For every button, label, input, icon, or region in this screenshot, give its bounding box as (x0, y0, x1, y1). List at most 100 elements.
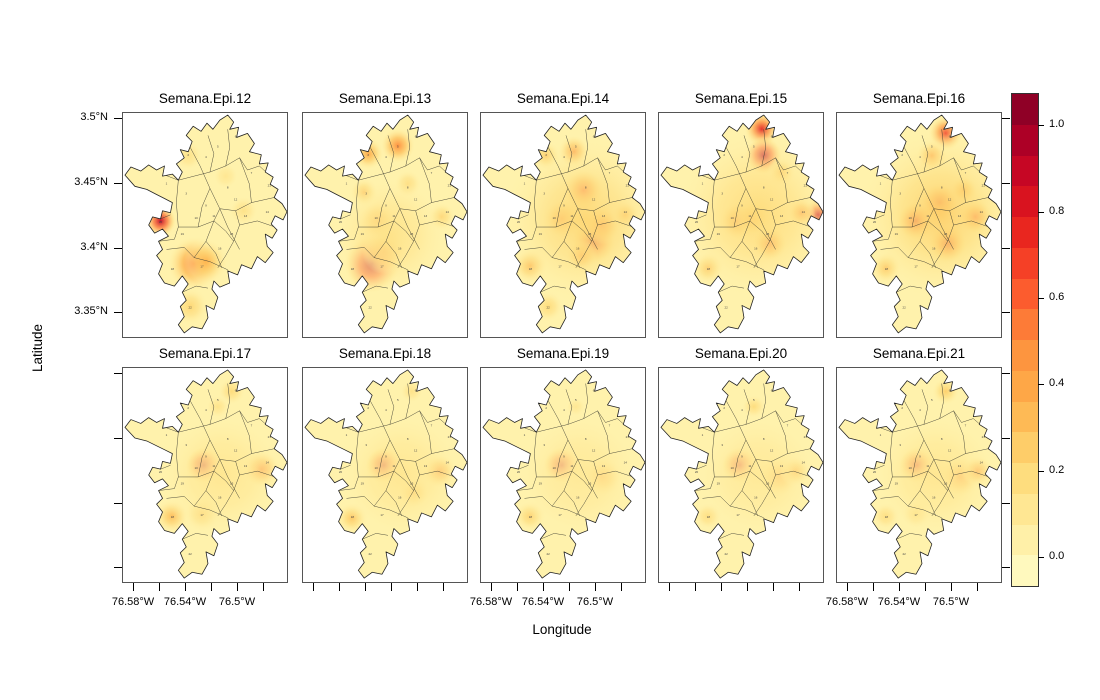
panel-title: Semana.Epi.21 (872, 346, 966, 361)
colorbar-cell (1012, 340, 1038, 371)
comuna-number: 15 (230, 482, 234, 486)
comuna-number: 16 (398, 495, 402, 499)
comuna-number: 13 (780, 214, 784, 218)
colorbar-tick-label: 0.0 (1049, 549, 1065, 562)
comuna-number: 11 (212, 464, 215, 468)
comuna-number: 15 (766, 482, 770, 486)
comuna-number: 14 (802, 210, 806, 214)
comuna-number: 6 (415, 134, 417, 138)
comuna-number: 4 (741, 155, 743, 159)
colorbar-cell (1012, 309, 1038, 340)
panel-title: Semana.Epi.14 (516, 91, 610, 106)
comuna-number: 8 (585, 437, 587, 441)
panel-title: Semana.Epi.20 (694, 346, 788, 361)
comuna-number: 14 (446, 210, 450, 214)
x-axis-tick (263, 583, 264, 591)
y-axis-title: Latitude (30, 323, 45, 373)
panel-title: Semana.Epi.13 (338, 91, 432, 106)
comuna-number: 3 (365, 191, 367, 195)
colorbar-cell (1012, 370, 1038, 402)
comuna-number: 19 (717, 482, 721, 486)
y-axis-tick (114, 567, 122, 568)
colorbar-cell (1012, 94, 1038, 125)
city-outline (660, 369, 823, 579)
comuna-number: 19 (895, 482, 899, 486)
comuna-number: 21 (804, 435, 808, 439)
comuna-number: 10 (908, 216, 912, 220)
city-outline (838, 369, 1001, 579)
city-outline (304, 114, 467, 334)
comuna-number: 7 (431, 171, 433, 175)
comuna-number: 12 (592, 198, 596, 202)
comuna-number: 18 (351, 515, 355, 519)
colorbar-tick (1038, 384, 1044, 386)
heat-hotspot (227, 194, 260, 228)
comuna-number: 8 (941, 185, 943, 189)
comuna-number: 14 (624, 210, 628, 214)
comuna-number: 20 (517, 220, 521, 224)
comuna-number: 17 (558, 513, 562, 517)
comuna-number: 10 (730, 216, 734, 220)
comuna-number: 20 (695, 470, 699, 474)
x-axis-tick (339, 583, 340, 591)
y-tick-label: 3.4°N (80, 241, 108, 253)
comuna-number: 18 (351, 267, 355, 271)
comuna-number: 17 (736, 513, 740, 517)
comuna-number: 15 (410, 232, 414, 236)
panel-title: Semana.Epi.19 (516, 346, 610, 361)
city-outline (124, 114, 287, 334)
x-axis-tick (569, 583, 570, 591)
comuna-number: 9 (563, 455, 565, 459)
comuna-number: 2 (723, 406, 725, 410)
x-axis-tick (211, 583, 212, 591)
x-axis-tick (543, 583, 544, 591)
comuna-number: 8 (227, 185, 229, 189)
y-axis-tick (114, 248, 122, 249)
x-axis-tick (621, 583, 622, 591)
x-axis-tick (899, 583, 900, 591)
comuna-number: 17 (380, 513, 384, 517)
comuna-number: 10 (908, 466, 912, 470)
comuna-number: 4 (563, 155, 565, 159)
comuna-number: 19 (181, 232, 185, 236)
comuna-number: 14 (624, 460, 628, 464)
comuna-number: 11 (748, 214, 751, 218)
comuna-number: 21 (626, 435, 630, 439)
x-axis-tick (721, 583, 722, 591)
x-tick-label: 76.5°W (932, 596, 970, 608)
comuna-number: 3 (721, 191, 723, 195)
map-panel: 1 2 3 4 5 6 7 8 9 10 11 12 13 14 15 16 17 18 19 20 21 22 (480, 112, 646, 338)
y-axis-tick (114, 503, 122, 504)
x-axis-tick (799, 583, 800, 591)
comuna-number: 15 (766, 232, 770, 236)
comuna-number: 22 (189, 305, 193, 309)
comuna-number: 17 (380, 265, 384, 269)
colorbar-tick (1038, 470, 1044, 472)
comuna-number: 17 (914, 265, 918, 269)
comuna-number: 17 (736, 265, 740, 269)
comuna-number: 13 (244, 464, 248, 468)
comuna-number: 5 (931, 145, 933, 149)
comuna-number: 9 (919, 204, 921, 208)
panel-title: Semana.Epi.17 (158, 346, 252, 361)
map-panel: 1 2 3 4 5 6 7 8 9 10 11 12 13 14 15 16 17 18 19 20 21 22 (658, 112, 824, 338)
x-axis-tick (669, 583, 670, 591)
comuna-number: 20 (339, 220, 343, 224)
comuna-number: 13 (424, 464, 428, 468)
x-axis-tick (133, 583, 134, 591)
comuna-number: 8 (941, 437, 943, 441)
comuna-number: 12 (770, 198, 774, 202)
comuna-number: 4 (741, 408, 743, 412)
comuna-number: 2 (545, 153, 547, 157)
comuna-number: 13 (244, 214, 248, 218)
comuna-number: 14 (446, 460, 450, 464)
comuna-number: 1 (346, 433, 348, 437)
x-axis-tick (313, 583, 314, 591)
x-tick-label: 76.58°W (825, 596, 869, 608)
comuna-number: 3 (899, 443, 901, 447)
city-outline (838, 114, 1001, 334)
